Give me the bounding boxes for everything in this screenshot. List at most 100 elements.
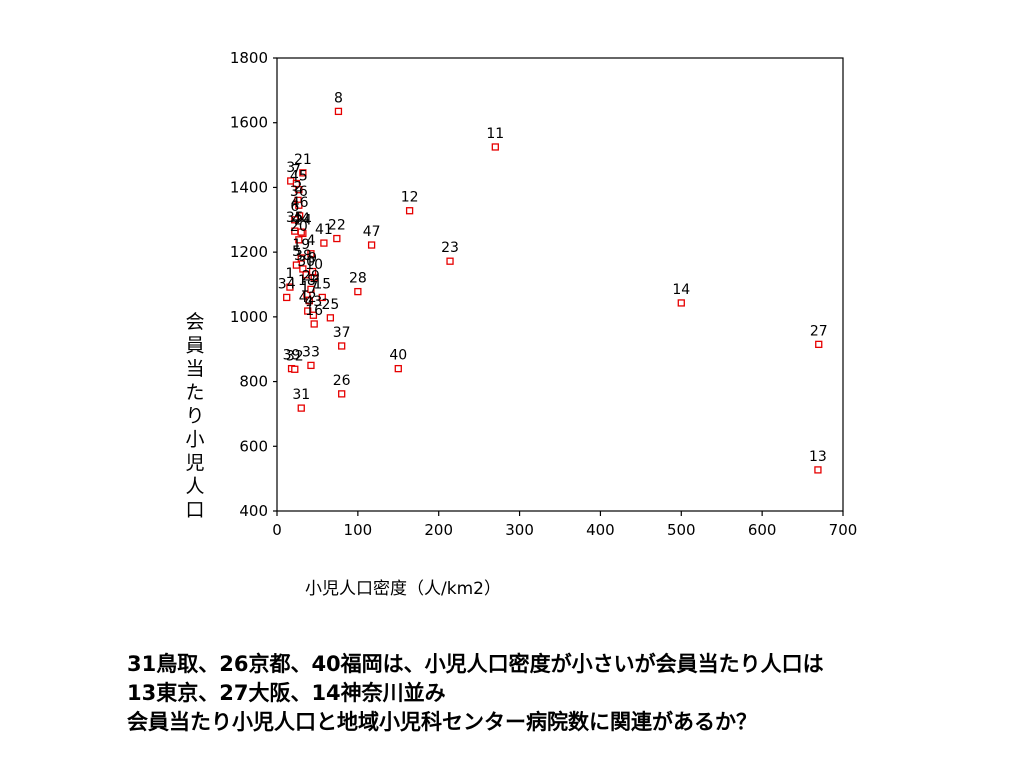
data-point bbox=[334, 107, 343, 116]
x-axis-label: 小児人口密度（人/km2） bbox=[305, 579, 501, 599]
data-point-label: 12 bbox=[401, 190, 419, 206]
data-point-label: 43 bbox=[304, 294, 322, 310]
data-point-label: 39 bbox=[283, 348, 301, 364]
data-point bbox=[307, 250, 315, 258]
y-axis-label-char: 口 bbox=[185, 499, 204, 521]
data-point-label: 31 bbox=[292, 387, 310, 403]
data-point-label: 34 bbox=[278, 276, 296, 292]
data-point-label: 29 bbox=[302, 268, 320, 284]
data-point bbox=[310, 320, 318, 328]
caption: 31鳥取、26京都、40福岡は、小児人口密度が小さいが会員当たり人口は 13東京… bbox=[127, 650, 1007, 737]
y-axis-label: 会員当たり小児人口 bbox=[185, 311, 204, 521]
data-point bbox=[295, 186, 303, 194]
y-tick-label: 1600 bbox=[230, 114, 268, 132]
data-point-label: 15 bbox=[313, 276, 331, 292]
data-point bbox=[326, 314, 335, 322]
y-axis-label-char: 会 bbox=[185, 311, 204, 333]
data-point-label: 42 bbox=[299, 290, 317, 306]
data-point-label: 41 bbox=[315, 222, 333, 238]
data-point bbox=[286, 283, 294, 291]
data-point bbox=[446, 257, 454, 265]
caption-line-3: 会員当たり小児人口と地域小児科センター病院数に関連があるか？ bbox=[127, 710, 757, 734]
data-point-label: 38 bbox=[294, 248, 312, 264]
data-point bbox=[292, 261, 301, 269]
data-point bbox=[354, 287, 362, 296]
data-point bbox=[310, 274, 318, 282]
y-axis-label-char: 児 bbox=[185, 452, 204, 474]
data-point bbox=[283, 293, 291, 302]
x-tick-label: 700 bbox=[829, 521, 858, 539]
data-point-label: 14 bbox=[672, 282, 690, 298]
data-point bbox=[305, 297, 313, 305]
data-point bbox=[302, 271, 310, 279]
data-point-label: 22 bbox=[328, 218, 346, 234]
data-point-label: 35 bbox=[286, 210, 304, 226]
data-point-label: 33 bbox=[302, 344, 320, 360]
data-point-label: 3 bbox=[286, 160, 295, 176]
y-tick-label: 600 bbox=[239, 437, 268, 455]
data-point-label: 28 bbox=[349, 271, 367, 287]
data-point bbox=[297, 228, 305, 236]
data-point-label: 8 bbox=[334, 90, 343, 106]
x-tick-label: 300 bbox=[505, 521, 534, 539]
data-point bbox=[394, 364, 402, 373]
y-tick-label: 400 bbox=[239, 502, 268, 520]
data-point-label: 13 bbox=[809, 449, 827, 465]
y-tick-label: 1200 bbox=[230, 243, 268, 261]
data-point-label: 32 bbox=[286, 348, 304, 364]
y-tick-label: 1800 bbox=[230, 49, 268, 67]
data-point bbox=[338, 342, 346, 350]
data-point bbox=[320, 239, 328, 247]
data-point bbox=[309, 311, 318, 319]
data-point-label: 37 bbox=[333, 325, 351, 341]
plot-frame bbox=[276, 57, 844, 512]
data-point-label: 10 bbox=[305, 257, 323, 273]
data-point-label: 23 bbox=[441, 240, 459, 256]
data-point-label: 5 bbox=[292, 244, 301, 260]
data-point-label: 46 bbox=[291, 195, 309, 211]
x-tick-label: 100 bbox=[344, 521, 373, 539]
data-point bbox=[307, 361, 315, 370]
data-point-label: 9 bbox=[308, 251, 317, 267]
data-point-label: 7 bbox=[292, 163, 301, 179]
data-point bbox=[304, 307, 312, 315]
data-point bbox=[291, 216, 299, 224]
data-points bbox=[283, 107, 823, 474]
y-axis-label-char: 小 bbox=[185, 429, 204, 451]
data-point-label: 26 bbox=[333, 373, 351, 389]
data-point-label: 30 bbox=[297, 254, 315, 270]
y-axis-label-char: り bbox=[185, 405, 204, 427]
data-point-label: 44 bbox=[292, 211, 310, 227]
data-point-label: 21 bbox=[294, 152, 312, 168]
x-tick-label: 0 bbox=[272, 521, 282, 539]
x-tick-label: 500 bbox=[667, 521, 696, 539]
data-point bbox=[297, 254, 305, 262]
caption-line-1: 31鳥取、26京都、40福岡は、小児人口密度が小さいが会員当たり人口は bbox=[127, 652, 824, 676]
data-point-label: 20 bbox=[290, 219, 308, 235]
data-point-label: 45 bbox=[290, 169, 308, 185]
data-point-label: 47 bbox=[363, 224, 381, 240]
data-point bbox=[307, 285, 315, 294]
data-point-label: 25 bbox=[321, 297, 339, 313]
data-point-label: 36 bbox=[290, 184, 308, 200]
data-point bbox=[491, 143, 499, 151]
data-point bbox=[295, 201, 303, 209]
data-point bbox=[295, 212, 304, 220]
data-point bbox=[367, 241, 376, 249]
y-axis-label-char: 員 bbox=[185, 335, 204, 357]
data-point-label: 24 bbox=[294, 212, 312, 228]
data-point-label: 1 bbox=[285, 266, 294, 282]
data-point bbox=[291, 365, 299, 373]
x-tick-label: 400 bbox=[586, 521, 615, 539]
data-point bbox=[333, 234, 341, 243]
y-axis-label-char: た bbox=[185, 382, 204, 404]
data-point bbox=[299, 169, 307, 177]
data-point-label: 40 bbox=[389, 348, 407, 364]
y-tick-label: 1000 bbox=[230, 308, 268, 326]
x-tick-label: 200 bbox=[424, 521, 453, 539]
data-point bbox=[295, 236, 303, 244]
data-point bbox=[405, 207, 414, 215]
